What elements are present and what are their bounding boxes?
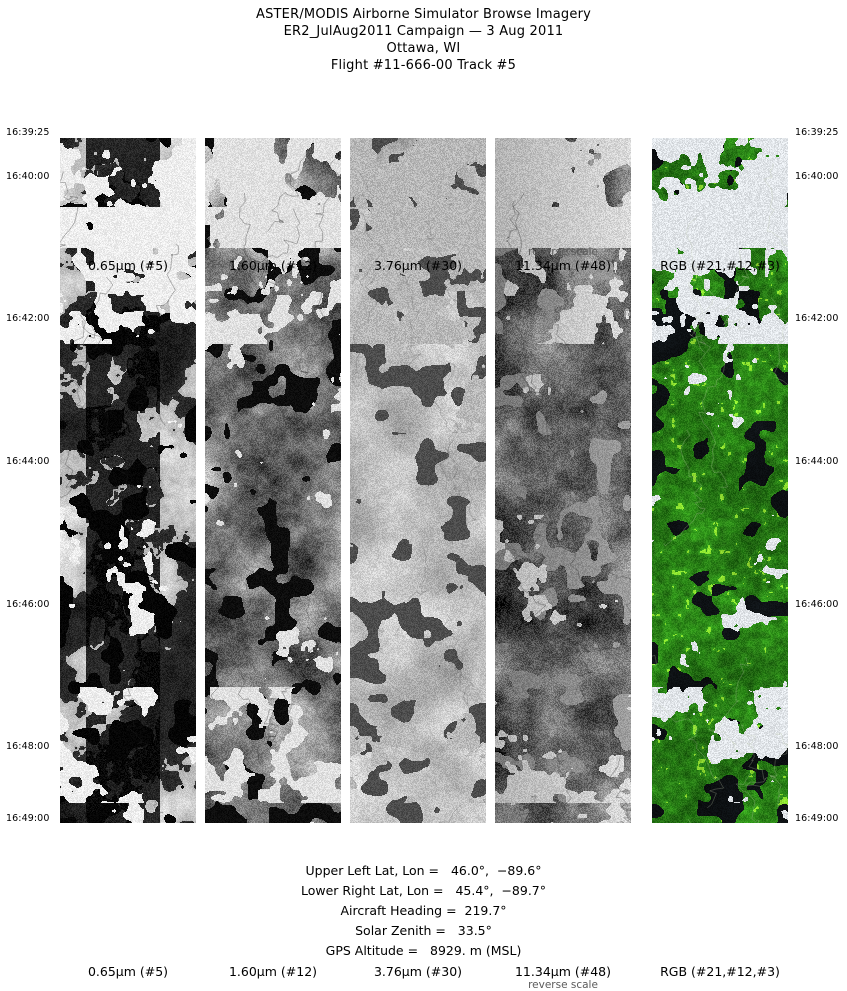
band-sublabel-top-4: reverse scale [528,246,598,258]
band-image-canvas-4 [495,138,631,823]
page-title-block: ASTER/MODIS Airborne Simulator Browse Im… [0,6,847,74]
band-image-4[interactable] [495,138,631,823]
band-sublabel-bottom-4: reverse scale [528,979,598,991]
time-axis-label-right-6: 16:48:00 [795,741,839,752]
upper-left-latlon: Upper Left Lat, Lon = 46.0°, −89.6° [305,863,542,878]
band-image-canvas-3 [350,138,486,823]
time-axis-label-right-5: 16:46:00 [795,599,839,610]
image-strip-column-4: 11.34μm (#48) 11.34μm (#48) reverse scale r… [495,138,631,991]
band-label-bottom-4: 11.34μm (#48) [514,964,612,979]
band-image-5[interactable] [652,138,788,823]
band-image-canvas-2 [205,138,341,823]
aircraft-heading: Aircraft Heading = 219.7° [340,903,507,918]
time-axis-label-left-7: 16:49:00 [6,813,50,824]
time-axis-label-right-2: 16:40:00 [795,171,839,182]
time-axis-label-right-4: 16:44:00 [795,456,839,467]
title-line-1: ASTER/MODIS Airborne Simulator Browse Im… [255,7,592,22]
time-axis-label-left-6: 16:48:00 [6,741,50,752]
title-line-4: Flight #11-666-00 Track #5 [330,58,517,73]
band-label-top-4: 11.34μm (#48) [514,258,612,273]
gps-altitude: GPS Altitude = 8929. m (MSL) [325,943,522,958]
band-image-canvas-5 [652,138,788,823]
image-strip-column-1: 0.65μm (#5) 0.65μm (#5) [60,138,196,979]
band-label-top-2: 1.60μm (#12) [228,258,318,273]
band-image-3[interactable] [350,138,486,823]
image-strip-column-5: RGB (#21,#12,#3) RGB (#21,#12,#3) [652,138,788,979]
band-image-2[interactable] [205,138,341,823]
lower-right-latlon: Lower Right Lat, Lon = 45.4°, −89.7° [300,883,547,898]
image-strip-column-2: 1.60μm (#12) 1.60μm (#12) [205,138,341,979]
solar-zenith: Solar Zenith = 33.5° [355,923,492,938]
time-axis-label-left-5: 16:46:00 [6,599,50,610]
time-axis-label-left-3: 16:42:00 [6,313,50,324]
title-line-2: ER2_JulAug2011 Campaign — 3 Aug 2011 [283,24,564,39]
time-axis-label-right-3: 16:42:00 [795,313,839,324]
band-image-canvas-1 [60,138,196,823]
time-axis-label-left-4: 16:44:00 [6,456,50,467]
band-label-bottom-5: RGB (#21,#12,#3) [660,964,780,979]
time-axis-label-left-1: 16:39:25 [6,127,50,138]
title-line-3: Ottawa, WI [386,41,461,56]
time-axis-label-right-1: 16:39:25 [795,127,839,138]
time-axis-label-right-7: 16:49:00 [795,813,839,824]
image-strip-column-3: 3.76μm (#30) 3.76μm (#30) [350,138,486,979]
time-axis-label-left-2: 16:40:00 [6,171,50,182]
band-image-1[interactable] [60,138,196,823]
flight-metadata-block: Upper Left Lat, Lon = 46.0°, −89.6° Lowe… [0,861,847,961]
band-label-top-3: 3.76μm (#30) [373,258,463,273]
band-label-top-5: RGB (#21,#12,#3) [660,258,780,273]
browse-imagery-panel-area: 0.65μm (#5) 0.65μm (#5) 1.60μm (#12) 1.60μm… [6,127,839,991]
band-label-top-1: 0.65μm (#5) [87,258,169,273]
